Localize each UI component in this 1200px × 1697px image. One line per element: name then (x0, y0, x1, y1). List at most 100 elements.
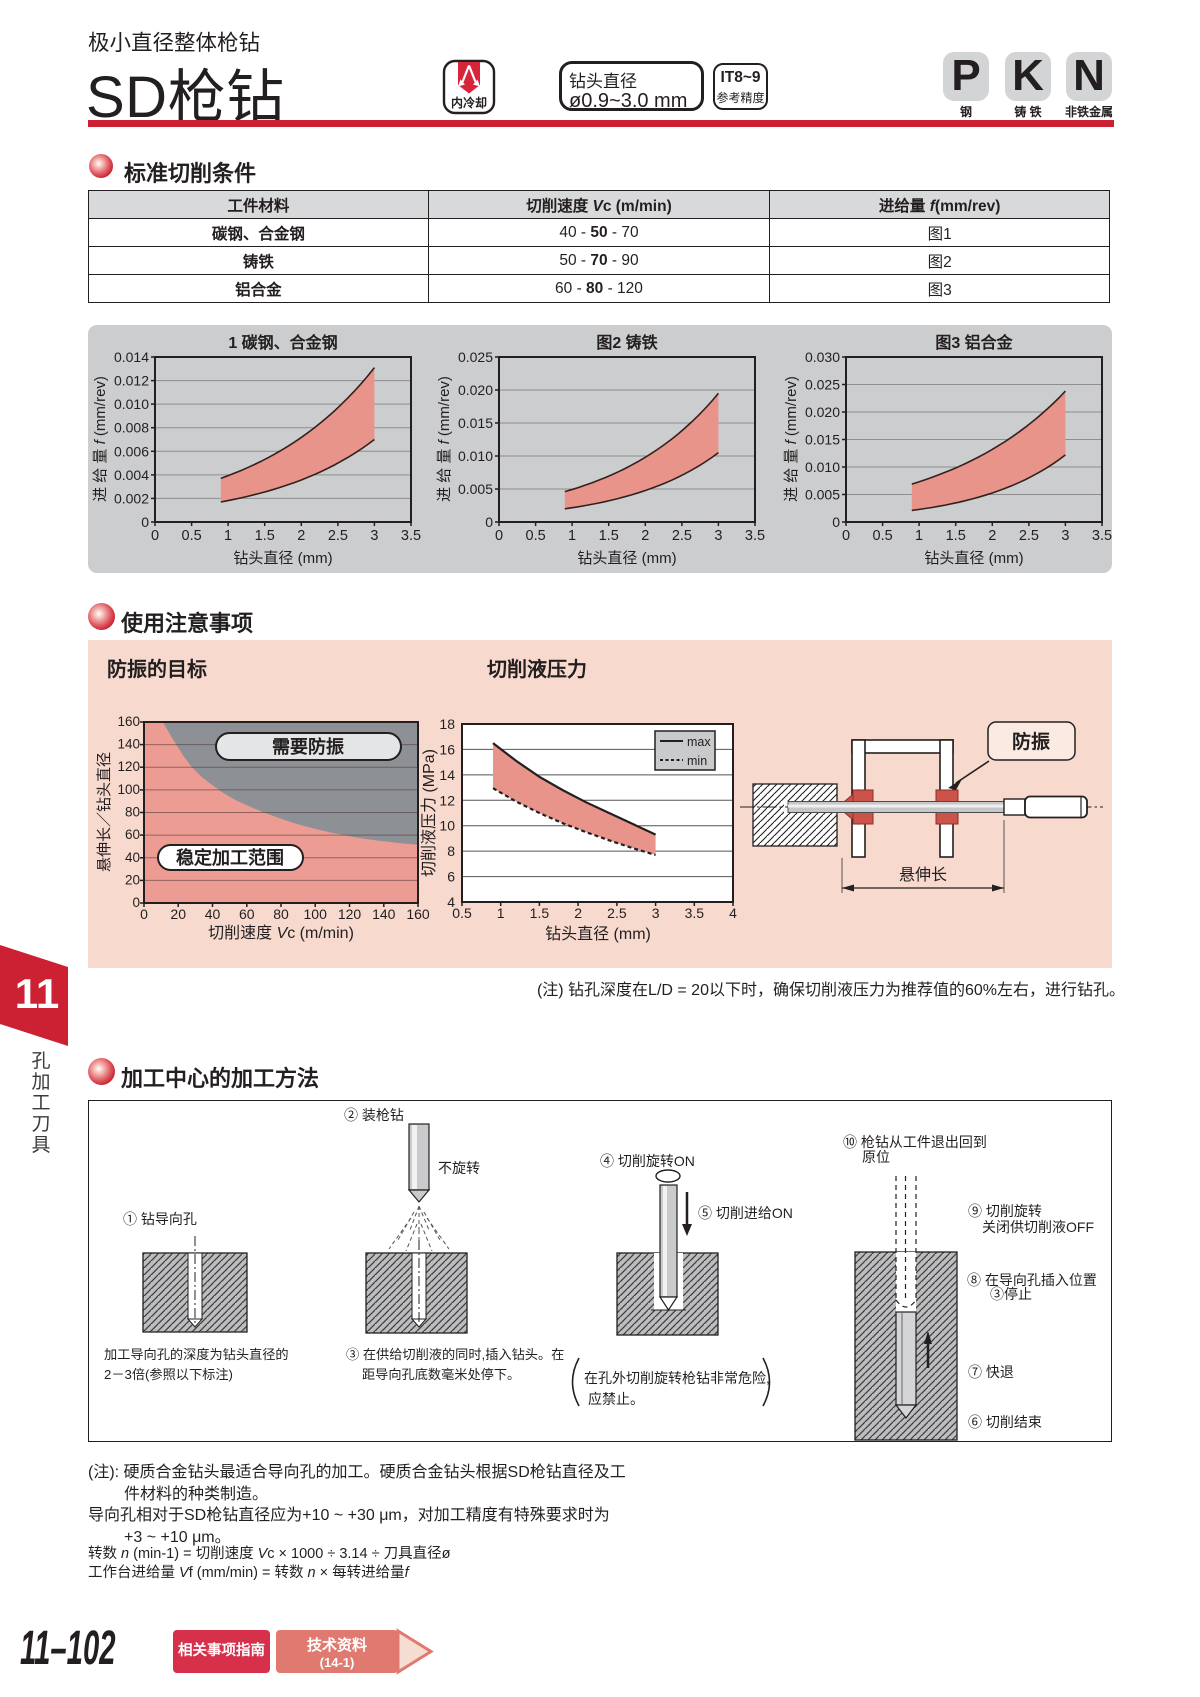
svg-text:0.5: 0.5 (526, 528, 546, 544)
svg-text:8: 8 (447, 843, 455, 859)
svg-text:⑦ 快退: ⑦ 快退 (968, 1364, 1014, 1380)
svg-text:3: 3 (1061, 528, 1069, 544)
svg-text:悬伸长: 悬伸长 (899, 866, 947, 884)
svg-text:0: 0 (132, 895, 140, 910)
svg-text:6: 6 (447, 869, 455, 885)
svg-text:1.5: 1.5 (599, 528, 619, 544)
svg-text:4: 4 (447, 894, 455, 910)
svg-text:20: 20 (170, 906, 186, 922)
svg-text:④ 切削旋转ON: ④ 切削旋转ON (600, 1153, 695, 1169)
svg-text:3: 3 (370, 528, 378, 544)
svg-text:2.5: 2.5 (328, 528, 348, 544)
svg-text:应禁止。: 应禁止。 (588, 1391, 644, 1407)
svg-text:10: 10 (439, 818, 455, 834)
svg-text:60: 60 (239, 906, 255, 922)
svg-text:悬伸长／钻头直径: 悬伸长／钻头直径 (96, 752, 113, 872)
svg-text:0: 0 (140, 906, 148, 922)
svg-text:1.5: 1.5 (255, 528, 275, 544)
svg-text:120: 120 (338, 906, 362, 922)
svg-text:3.5: 3.5 (745, 528, 765, 544)
svg-text:钻头直径 (mm): 钻头直径 (mm) (924, 550, 1023, 567)
svg-text:0.002: 0.002 (114, 490, 149, 506)
svg-text:0.015: 0.015 (458, 415, 493, 431)
svg-text:关闭供切削液OFF: 关闭供切削液OFF (982, 1219, 1094, 1235)
svg-text:钻头直径 (mm): 钻头直径 (mm) (233, 550, 332, 567)
svg-text:20: 20 (125, 872, 140, 887)
svg-text:1: 1 (497, 905, 505, 921)
svg-text:0.010: 0.010 (458, 448, 493, 464)
svg-text:2.5: 2.5 (1019, 528, 1039, 544)
svg-text:2: 2 (297, 528, 305, 544)
svg-text:⑩ 枪钻从工件退出回到: ⑩ 枪钻从工件退出回到 (843, 1134, 987, 1150)
svg-text:60: 60 (125, 827, 140, 842)
svg-text:稳定加工范围: 稳定加工范围 (176, 847, 284, 868)
svg-text:0.010: 0.010 (114, 396, 149, 412)
svg-text:0.020: 0.020 (805, 404, 840, 420)
svg-text:80: 80 (273, 906, 289, 922)
svg-text:11: 11 (15, 970, 59, 1017)
svg-text:120: 120 (117, 759, 140, 774)
svg-text:0: 0 (151, 528, 159, 544)
svg-text:1 碳钢、合金钢: 1 碳钢、合金钢 (228, 333, 337, 352)
svg-text:1: 1 (915, 528, 923, 544)
svg-text:2: 2 (574, 905, 582, 921)
svg-text:图3 铝合金: 图3 铝合金 (935, 333, 1013, 352)
svg-text:0: 0 (842, 528, 850, 544)
svg-text:40: 40 (125, 850, 140, 865)
svg-text:0.010: 0.010 (805, 459, 840, 475)
svg-text:1.5: 1.5 (530, 905, 550, 921)
svg-text:100: 100 (117, 782, 140, 797)
svg-text:切削液压力: 切削液压力 (487, 657, 587, 681)
svg-text:防振的目标: 防振的目标 (107, 657, 207, 681)
svg-text:80: 80 (125, 805, 140, 820)
svg-text:0.008: 0.008 (114, 420, 149, 436)
svg-text:2: 2 (988, 528, 996, 544)
svg-text:1: 1 (568, 528, 576, 544)
svg-text:140: 140 (372, 906, 396, 922)
svg-text:max: max (687, 735, 711, 749)
svg-text:钻头直径 (mm): 钻头直径 (mm) (545, 925, 651, 943)
svg-text:内冷却: 内冷却 (451, 95, 487, 110)
svg-text:0.5: 0.5 (182, 528, 202, 544)
svg-text:0.025: 0.025 (458, 349, 493, 365)
svg-text:原位: 原位 (862, 1149, 890, 1165)
svg-text:0: 0 (495, 528, 503, 544)
svg-text:不旋转: 不旋转 (438, 1160, 480, 1176)
svg-text:0.006: 0.006 (114, 443, 149, 459)
svg-text:0.005: 0.005 (458, 481, 493, 497)
svg-text:0.5: 0.5 (452, 905, 472, 921)
svg-text:40: 40 (205, 906, 221, 922)
svg-text:0.030: 0.030 (805, 349, 840, 365)
svg-text:3: 3 (714, 528, 722, 544)
svg-text:加工导向孔的深度为钻头直径的: 加工导向孔的深度为钻头直径的 (104, 1347, 289, 1362)
svg-text:14: 14 (439, 767, 455, 783)
svg-text:3.5: 3.5 (401, 528, 421, 544)
svg-text:140: 140 (117, 737, 140, 752)
svg-text:进 给 量 f (mm/rev): 进 给 量 f (mm/rev) (436, 376, 453, 502)
svg-text:进 给 量 f (mm/rev): 进 给 量 f (mm/rev) (783, 376, 800, 502)
svg-text:0.005: 0.005 (805, 487, 840, 503)
svg-text:2－3倍(参照以下标注): 2－3倍(参照以下标注) (104, 1366, 233, 1382)
svg-text:⑧ 在导向孔插入位置: ⑧ 在导向孔插入位置 (967, 1272, 1097, 1288)
svg-text:3.5: 3.5 (685, 905, 705, 921)
svg-text:160: 160 (406, 906, 430, 922)
svg-text:4: 4 (729, 905, 737, 921)
svg-text:0.025: 0.025 (805, 377, 840, 393)
svg-text:防振: 防振 (1012, 730, 1050, 753)
svg-text:距导向孔底数毫米处停下。: 距导向孔底数毫米处停下。 (362, 1366, 520, 1382)
svg-text:需要防振: 需要防振 (272, 736, 344, 757)
svg-text:16: 16 (439, 741, 455, 757)
svg-text:⑥ 切削结束: ⑥ 切削结束 (968, 1414, 1042, 1430)
svg-text:切削液压力 (MPa): 切削液压力 (MPa) (420, 749, 438, 877)
svg-text:③ 在供给切削液的同时,插入钻头。在: ③ 在供给切削液的同时,插入钻头。在 (346, 1347, 564, 1362)
svg-text:图2 铸铁: 图2 铸铁 (596, 333, 657, 352)
svg-text:钻头直径 (mm): 钻头直径 (mm) (577, 550, 676, 567)
svg-text:1.5: 1.5 (946, 528, 966, 544)
svg-text:在孔外切削旋转枪钻非常危险,: 在孔外切削旋转枪钻非常危险, (584, 1370, 770, 1386)
svg-text:② 装枪钻: ② 装枪钻 (344, 1107, 404, 1123)
svg-text:0: 0 (832, 514, 840, 530)
svg-text:1: 1 (224, 528, 232, 544)
svg-text:18: 18 (439, 716, 455, 732)
svg-text:3.5: 3.5 (1092, 528, 1112, 544)
svg-text:0.015: 0.015 (805, 432, 840, 448)
